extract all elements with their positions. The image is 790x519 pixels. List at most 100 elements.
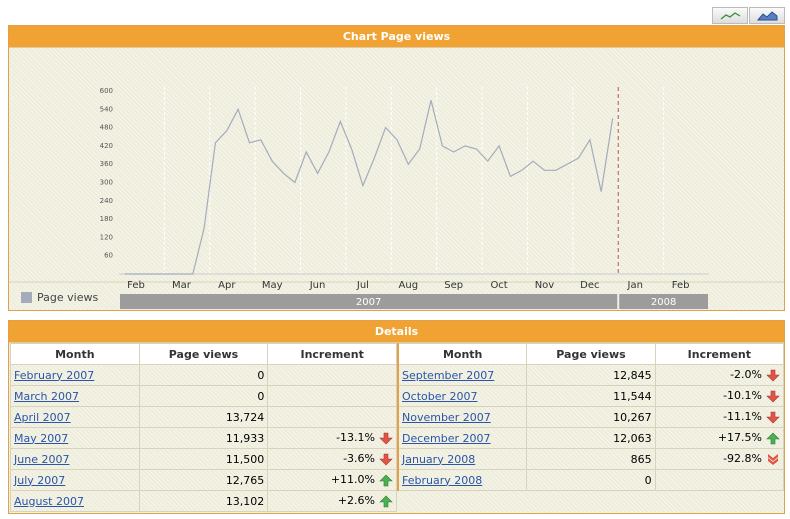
month-cell: October 2007 [397,385,528,407]
arrow [379,474,393,487]
month-cell: January 2008 [397,448,528,470]
column-header: Increment [654,343,785,365]
views-cell: 11,544 [526,385,656,407]
arrow [766,411,780,424]
increment-value: +2.6% [337,494,375,508]
trend-icon [379,432,393,445]
increment-cell: +2.6% [267,490,397,512]
month-link[interactable]: August 2007 [14,494,84,508]
increment-value: -13.1% [336,431,375,445]
y-tick-label: 300 [100,179,113,187]
data-row: May 2007 11,933 -13.1% [10,427,397,449]
increment-value: -92.8% [723,452,762,466]
month-link[interactable]: March 2007 [14,389,80,403]
x-tick-label: Mar [172,280,192,291]
arrow [379,495,393,508]
trend-icon [379,495,393,508]
arrow [768,453,778,461]
column-header: Page views [526,343,656,365]
month-cell: June 2007 [10,448,140,470]
increment-cell [267,364,397,386]
x-tick-label: Jan [627,280,643,291]
trend-icon [379,453,393,466]
year-band [619,294,708,309]
x-tick-label: Apr [218,280,236,291]
month-link[interactable]: February 2007 [14,368,95,382]
increment-value: -2.0% [730,368,762,382]
details-header: Details [9,321,784,343]
data-row: November 2007 10,267 -11.1% [397,406,785,428]
legend-swatch [21,292,32,303]
year-band [120,294,618,309]
y-tick-label: 120 [100,233,113,241]
month-cell: April 2007 [10,406,140,428]
arrow [766,369,780,382]
month-link[interactable]: April 2007 [14,410,71,424]
x-tick-label: Oct [490,280,507,291]
header-row: Month Page views Increment [10,343,397,365]
column-header: Month [397,343,528,365]
trend-icon [766,369,780,382]
increment-value: +17.5% [717,431,762,445]
x-tick-label: Feb [127,280,145,291]
arrow [768,457,778,465]
views-cell: 12,063 [526,427,656,449]
year-label: 2008 [651,297,676,308]
x-tick-label: Jul [356,280,369,291]
views-cell: 13,724 [138,406,269,428]
arrow [766,432,780,445]
x-tick-label: Sep [444,280,463,291]
area-icon [756,11,778,21]
month-cell: November 2007 [397,406,528,428]
y-tick-label: 540 [100,105,113,113]
x-tick-label: Aug [399,280,419,291]
y-tick-label: 420 [100,142,113,150]
data-row: October 2007 11,544 -10.1% [397,385,785,407]
line-chart-button[interactable] [712,7,748,24]
trend-icon [768,453,778,465]
header-row: Month Page views Increment [397,343,785,365]
chart-panel: Chart Page views 60 120 180 240 300 360 420 480… [8,25,785,311]
month-link[interactable]: July 2007 [14,473,66,487]
data-row: September 2007 12,845 -2.0% [397,364,785,386]
y-tick-label: 60 [104,252,113,260]
increment-value: -3.6% [343,452,375,466]
month-link[interactable]: May 2007 [14,431,69,445]
data-row: July 2007 12,765 +11.0% [10,469,397,491]
data-row: February 2007 0 [10,364,397,386]
month-link[interactable]: January 2008 [402,452,476,466]
views-cell: 13,102 [138,490,269,512]
y-tick-label: 180 [100,215,113,223]
x-tick-label: Dec [580,280,599,291]
month-link[interactable]: November 2007 [402,410,491,424]
month-link[interactable]: December 2007 [402,431,491,445]
trend-icon [379,474,393,487]
details-table-right: Month Page views Increment September 2007 12… [397,343,785,491]
views-cell: 10,267 [526,406,656,428]
details-panel: Details Month Page views Increment February… [8,320,785,514]
month-cell: August 2007 [10,490,140,512]
increment-cell: -3.6% [267,448,397,470]
data-row: August 2007 13,102 +2.6% [10,490,397,512]
increment-cell [267,385,397,407]
month-cell: February 2007 [10,364,140,386]
trend-icon [766,390,780,403]
month-link[interactable]: October 2007 [402,389,478,403]
area-chart-button[interactable] [749,7,785,24]
month-link[interactable]: February 2008 [402,473,483,487]
increment-cell [654,469,785,491]
month-cell: February 2008 [397,469,528,491]
increment-cell [267,406,397,428]
arrow [379,432,393,445]
data-row: April 2007 13,724 [10,406,397,428]
y-tick-label: 600 [100,87,113,95]
x-tick-label: Jun [309,280,326,291]
column-header: Page views [138,343,269,365]
y-tick-label: 240 [100,197,113,205]
views-cell: 0 [138,385,269,407]
views-cell: 11,933 [138,427,269,449]
month-link[interactable]: September 2007 [402,368,495,382]
month-link[interactable]: June 2007 [14,452,70,466]
views-cell: 865 [526,448,656,470]
views-cell: 11,500 [138,448,269,470]
